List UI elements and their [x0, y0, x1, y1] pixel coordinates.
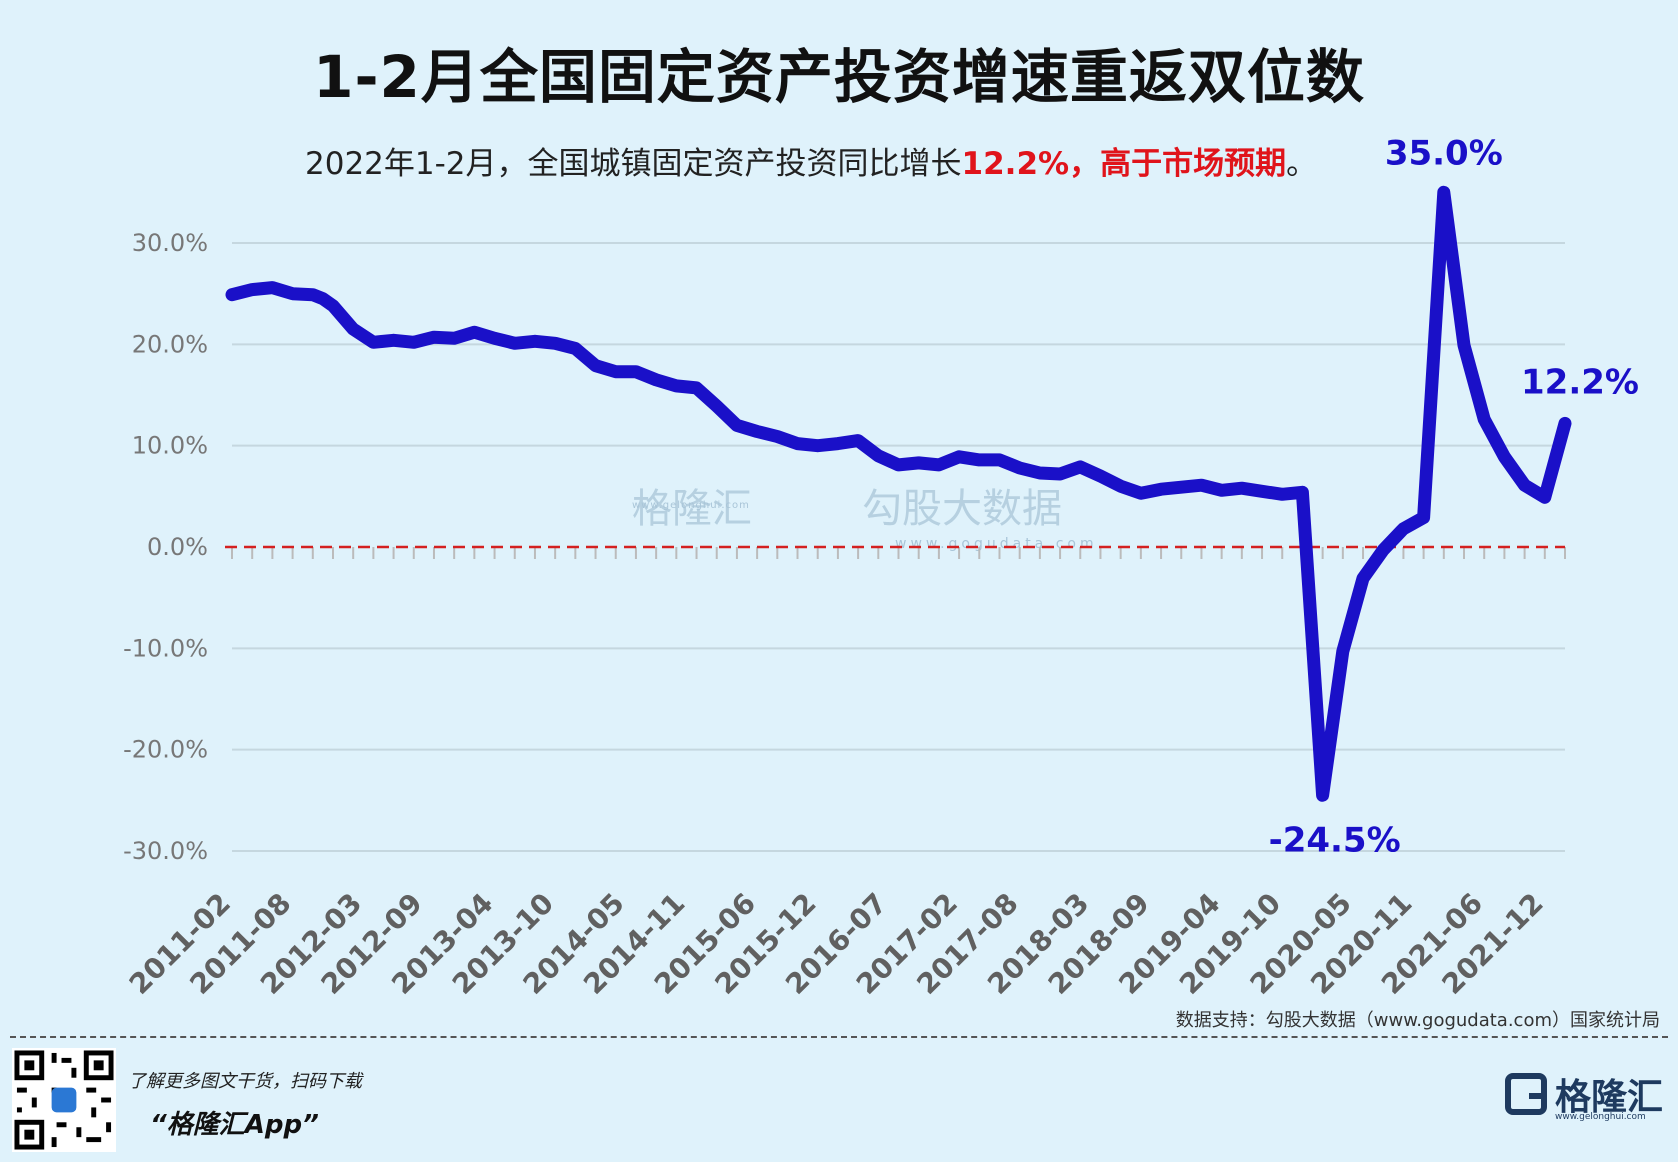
- chart-title: 1-2月全国固定资产投资增速重返双位数: [313, 43, 1365, 111]
- subtitle-suffix: 。: [1286, 146, 1318, 182]
- watermark-gelonghui: 格隆汇: [632, 486, 752, 532]
- series-line: [225, 185, 1572, 802]
- y-tick-label: -20.0%: [123, 736, 208, 764]
- y-tick-label: 20.0%: [132, 330, 208, 358]
- subtitle-text: 2022年1-2月，全国城镇固定资产投资同比增长: [305, 146, 962, 182]
- footer-promo: 了解更多图文干货，扫码下载: [128, 1071, 362, 1092]
- qr-code-icon: [12, 1048, 116, 1152]
- footer-divider: [10, 1036, 1668, 1038]
- y-tick-label: -30.0%: [123, 837, 208, 865]
- y-tick-label: -10.0%: [123, 634, 208, 662]
- data-label: 35.0%: [1385, 133, 1503, 173]
- logo-url: www.gelonghui.com: [1555, 1112, 1646, 1122]
- gelonghui-logo: 格隆汇: [1505, 1068, 1663, 1120]
- footer-app-name: “格隆汇App”: [150, 1110, 319, 1140]
- line-chart: 30.0%20.0%10.0%0.0%-10.0%-20.0%-30.0%201…: [123, 133, 1639, 1000]
- data-source: 数据支持：勾股大数据（www.gogudata.com）国家统计局: [1175, 1010, 1660, 1031]
- watermark-gogudata: 勾股大数据: [862, 486, 1062, 532]
- watermark-gelonghui-url: www.gelonghui.com: [632, 500, 750, 511]
- y-tick-label: 10.0%: [132, 432, 208, 460]
- logo-icon: [1505, 1073, 1547, 1115]
- subtitle-highlight: 12.2%，高于市场预期: [961, 146, 1287, 182]
- y-tick-label: 0.0%: [147, 533, 208, 561]
- chart-subtitle: 2022年1-2月，全国城镇固定资产投资同比增长12.2%，高于市场预期。: [305, 138, 1317, 183]
- y-tick-label: 30.0%: [132, 229, 208, 257]
- data-label: 12.2%: [1521, 362, 1639, 402]
- logo-text: 格隆汇: [1555, 1077, 1664, 1118]
- data-label: -24.5%: [1269, 820, 1401, 860]
